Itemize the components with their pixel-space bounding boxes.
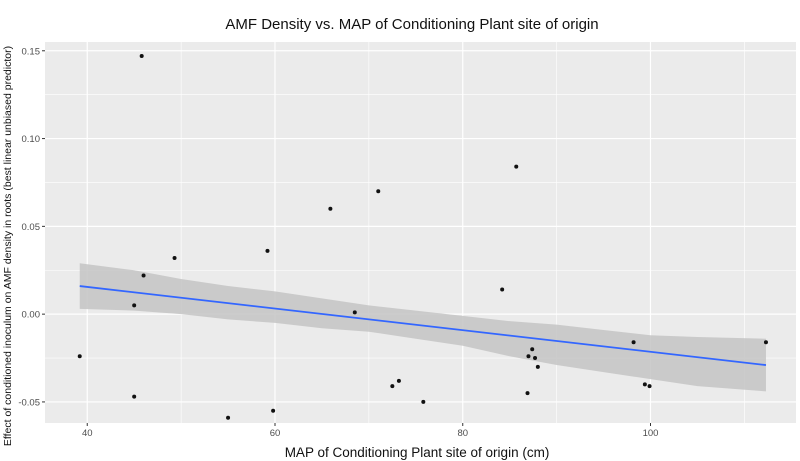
data-point	[631, 340, 636, 345]
data-point	[172, 255, 177, 260]
data-point	[139, 54, 144, 59]
data-point	[390, 384, 395, 389]
y-tick-label: 0.05	[22, 222, 41, 233]
data-point	[376, 189, 381, 194]
data-points	[77, 54, 768, 420]
data-point	[265, 248, 270, 253]
data-point	[352, 310, 357, 315]
data-point	[328, 206, 333, 211]
data-point	[530, 347, 535, 352]
data-point	[525, 391, 530, 396]
y-axis-ticks: -0.05 0.00 0.05 0.10 0.15	[18, 46, 45, 408]
data-point	[141, 273, 146, 278]
fit-line-layer	[79, 285, 767, 366]
data-point	[642, 382, 647, 387]
x-tick-label: 40	[82, 428, 93, 439]
data-point	[763, 340, 768, 345]
x-tick-label: 60	[270, 428, 281, 439]
x-axis-title: MAP of Conditioning Plant site of origin…	[285, 445, 550, 460]
regression-line	[79, 285, 767, 366]
data-point	[533, 356, 538, 361]
data-point	[132, 394, 137, 399]
chart-title: AMF Density vs. MAP of Conditioning Plan…	[225, 16, 598, 33]
y-axis-title: Effect of conditioned inoculum on AMF de…	[2, 46, 14, 446]
data-point	[535, 364, 540, 369]
data-point	[396, 378, 401, 383]
data-point	[77, 354, 82, 359]
confidence-band	[79, 263, 766, 392]
x-axis-ticks: 40 60 80 100	[82, 423, 658, 439]
data-point	[500, 287, 505, 292]
y-tick-label: 0.10	[22, 134, 41, 145]
y-tick-label: -0.05	[18, 397, 40, 408]
confidence-band-layer	[79, 263, 766, 392]
y-tick-label: 0.00	[22, 310, 41, 321]
data-point	[526, 354, 531, 359]
minor-gridlines	[45, 42, 796, 423]
x-tick-label: 100	[643, 428, 659, 439]
data-point	[421, 399, 426, 404]
y-tick-label: 0.15	[22, 46, 41, 57]
data-point	[647, 384, 652, 389]
data-point	[271, 408, 276, 413]
x-tick-label: 80	[457, 428, 468, 439]
data-point	[226, 415, 231, 420]
data-point	[132, 303, 137, 308]
data-point	[514, 164, 519, 169]
